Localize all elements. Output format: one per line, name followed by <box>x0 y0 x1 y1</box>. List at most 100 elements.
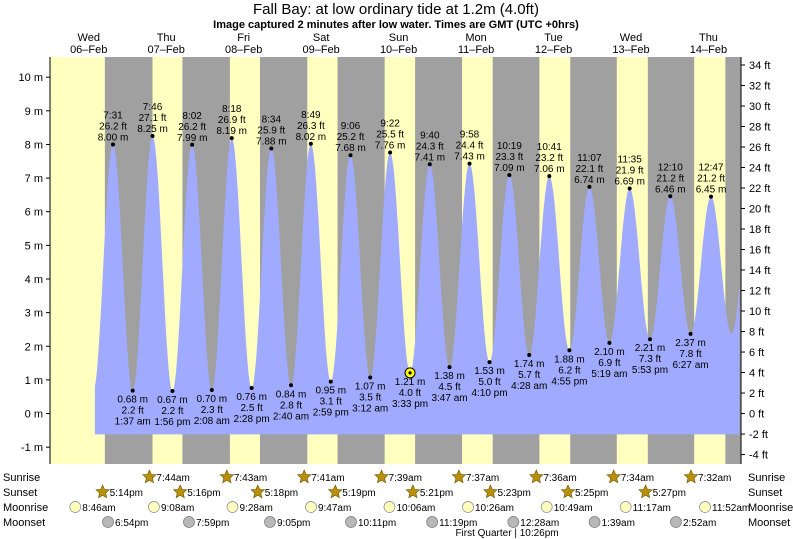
sunset-time: 5:21pm <box>420 488 453 499</box>
high-tide-feet: 24.4 ft <box>456 141 484 152</box>
high-tide-point <box>110 142 115 147</box>
row-label-sunset-right: Sunset <box>748 487 782 499</box>
high-tide-point <box>269 146 274 151</box>
low-tide-point <box>170 389 175 394</box>
day-of-week-label: Thu <box>157 32 176 44</box>
left-tick-label: 8 m <box>25 139 43 151</box>
high-tide-point <box>627 186 632 191</box>
sunset-time: 5:27pm <box>653 488 686 499</box>
low-tide-time: 4:28 am <box>511 381 547 392</box>
high-tide-metres: 8.02 m <box>296 132 327 143</box>
high-tide-time: 10:41 <box>537 142 562 153</box>
right-tick-label: -2 ft <box>749 429 768 441</box>
high-tide-feet: 27.1 ft <box>139 113 167 124</box>
sunset-icon <box>483 484 498 499</box>
moonset-time: 9:05pm <box>277 518 310 529</box>
low-tide-feet: 4.0 ft <box>399 388 421 399</box>
low-tide-feet: 7.8 ft <box>679 349 701 360</box>
sunrise-time: 7:44am <box>156 473 189 484</box>
high-tide-time: 11:35 <box>618 155 643 166</box>
high-tide-time: 9:22 <box>380 119 400 130</box>
day-of-week-label: Wed <box>78 32 100 44</box>
date-label: 13–Feb <box>612 44 649 56</box>
astro-table: Sunrise Sunrise Sunset Sunset Moonrise Moonri… <box>3 469 793 539</box>
sunrise-icon <box>451 469 467 484</box>
low-tide-time: 5:53 pm <box>632 365 668 376</box>
moonrise-icon <box>619 501 632 513</box>
date-label: 14–Feb <box>690 44 727 56</box>
low-tide-time: 1:56 pm <box>154 417 190 428</box>
high-tide-point <box>587 184 592 189</box>
low-tide-point <box>209 388 214 392</box>
high-tide-metres: 7.76 m <box>375 141 406 152</box>
moonrise-icon <box>540 501 553 513</box>
moonset-time: 6:54pm <box>115 518 148 529</box>
moonset-time: 11:19pm <box>439 518 477 529</box>
date-label: 11–Feb <box>458 44 495 56</box>
low-tide-time: 2:28 pm <box>234 414 270 425</box>
low-tide-feet: 7.3 ft <box>639 354 661 365</box>
high-tide-feet: 26.2 ft <box>178 122 206 133</box>
low-tide-time: 3:12 am <box>352 404 388 415</box>
sunrise-time: 7:39am <box>389 473 422 484</box>
sunset-time: 5:23pm <box>497 488 530 499</box>
date-label: 08–Feb <box>225 44 262 56</box>
moonset-icon <box>102 516 114 528</box>
sunrise-icon <box>296 469 312 484</box>
high-tide-point <box>308 141 313 146</box>
low-tide-point <box>328 379 333 384</box>
sunset-time: 5:19pm <box>342 488 375 499</box>
low-tide-time: 6:27 am <box>672 360 708 371</box>
date-label: 12–Feb <box>535 44 572 56</box>
high-tide-metres: 7.06 m <box>534 164 565 175</box>
high-tide-point <box>190 142 195 147</box>
high-tide-point <box>229 136 234 141</box>
row-label-moonset-right: Moonset <box>748 517 790 529</box>
row-label-sunrise: Sunrise <box>3 472 40 484</box>
left-tick-label: 2 m <box>25 341 43 353</box>
high-tide-time: 8:34 <box>262 114 282 125</box>
row-label-sunset: Sunset <box>3 487 37 499</box>
high-tide-feet: 21.2 ft <box>697 174 725 185</box>
high-tide-metres: 7.41 m <box>415 152 446 163</box>
date-label: 09–Feb <box>302 44 339 56</box>
row-label-moonrise-right: Moonrise <box>748 502 793 514</box>
low-tide-point <box>289 383 294 388</box>
day-of-week-label: Fri <box>237 32 250 44</box>
high-tide-metres: 6.69 m <box>614 177 645 188</box>
low-tide-time: 3:47 am <box>431 393 467 404</box>
low-tide-metres: 2.37 m <box>675 338 706 349</box>
high-tide-time: 11:07 <box>577 153 602 164</box>
right-tick-label: 16 ft <box>749 245 770 257</box>
high-tide-time: 8:02 <box>182 111 202 122</box>
date-label: 10–Feb <box>380 44 417 56</box>
moonset-icon <box>670 516 682 528</box>
sunrise-time: 7:34am <box>621 473 654 484</box>
date-label: 06–Feb <box>70 44 107 56</box>
high-tide-feet: 22.1 ft <box>576 164 604 175</box>
sunset-icon <box>327 484 343 499</box>
day-of-week-label: Sun <box>389 32 409 44</box>
high-tide-metres: 6.45 m <box>696 185 727 196</box>
right-tick-label: 26 ft <box>749 142 770 154</box>
low-tide-time: 4:10 pm <box>471 388 507 399</box>
row-label-sunrise-right: Sunrise <box>748 472 785 484</box>
moonrise-icon <box>226 501 239 513</box>
high-tide-time: 8:18 <box>222 104 242 115</box>
low-tide-metres: 0.68 m <box>117 395 148 406</box>
high-tide-feet: 26.2 ft <box>99 121 127 132</box>
high-tide-time: 9:06 <box>341 121 361 132</box>
moonset-time: 1:39am <box>602 518 635 529</box>
low-tide-metres: 1.07 m <box>355 382 386 393</box>
right-tick-label: 34 ft <box>749 60 770 72</box>
right-tick-label: 20 ft <box>749 203 770 215</box>
high-tide-metres: 8.25 m <box>137 124 168 135</box>
tide-area <box>94 136 740 435</box>
tide-curve <box>94 136 740 435</box>
sunset-icon <box>172 484 188 499</box>
moonset-icon <box>183 516 195 528</box>
left-tick-label: 10 m <box>19 72 43 84</box>
sunrise-time: 7:41am <box>311 473 344 484</box>
chart-title: Fall Bay: at low ordinary tide at 1.2m (… <box>253 1 539 18</box>
right-tick-label: 30 ft <box>749 101 770 113</box>
